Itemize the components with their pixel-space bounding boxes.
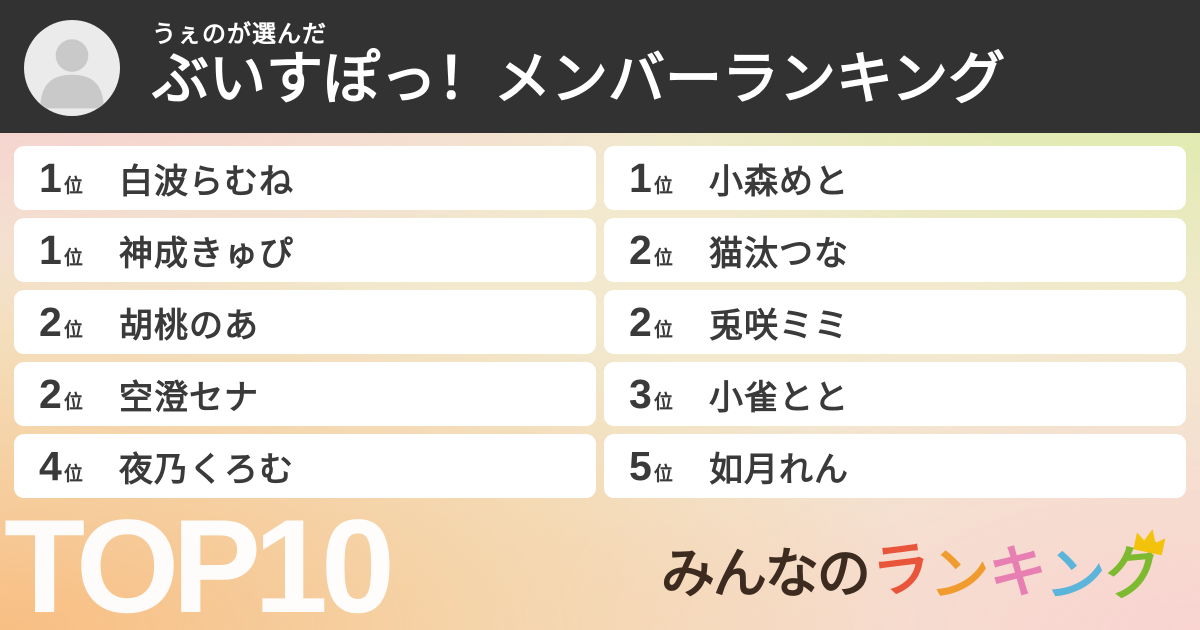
- rank-suffix: 位: [63, 463, 83, 485]
- avatar: [24, 19, 120, 116]
- rank-number: 2: [39, 298, 62, 345]
- rank-suffix: 位: [63, 391, 83, 413]
- logo-char: キ: [986, 537, 1048, 608]
- member-name: 小森めと: [709, 162, 849, 201]
- member-name: 夜乃くろむ: [119, 450, 294, 489]
- rank-number: 4: [39, 442, 62, 489]
- member-name: 神成きゅぴ: [119, 234, 294, 273]
- rank-suffix: 位: [653, 247, 673, 269]
- member-name: 胡桃のあ: [119, 306, 259, 345]
- header: うぇのが選んだ ぶいすぽっ！メンバーランキング: [0, 0, 1200, 133]
- rank-suffix: 位: [63, 247, 83, 269]
- logo-char: ン: [928, 541, 989, 610]
- rank-suffix: 位: [653, 391, 673, 413]
- logo-char: ン: [1043, 541, 1106, 612]
- rank-number: 5: [629, 442, 652, 489]
- rank-number: 1: [39, 154, 62, 201]
- rank-number: 2: [39, 370, 62, 417]
- member-name: 小雀とと: [709, 378, 849, 417]
- rank-suffix: 位: [653, 175, 673, 197]
- rank-suffix: 位: [63, 319, 83, 341]
- rank-suffix: 位: [63, 175, 83, 197]
- rank-suffix: 位: [653, 319, 673, 341]
- chooser-label: うぇのが選んだ: [152, 20, 327, 48]
- page-title: ぶいすぽっ！メンバーランキング: [152, 47, 1006, 112]
- top10-label: TOP10: [4, 493, 395, 630]
- rank-number: 2: [629, 226, 652, 273]
- logo-char: ラ: [868, 534, 933, 607]
- logo-prefix: みんなの: [660, 544, 871, 604]
- person-icon: [40, 38, 104, 108]
- minna-no-ranking-logo: みんなの ランキング: [660, 528, 1166, 612]
- member-name: 空澄セナ: [119, 378, 259, 417]
- member-name: 白波らむね: [119, 162, 294, 201]
- logo-colored-text: ランキング: [869, 528, 1166, 612]
- rank-number: 2: [629, 298, 652, 345]
- crown-icon: [1133, 528, 1166, 556]
- rank-number: 1: [629, 154, 652, 201]
- header-text: うぇのが選んだ ぶいすぽっ！メンバーランキング: [152, 21, 1005, 112]
- rank-suffix: 位: [653, 463, 673, 485]
- rank-number: 1: [39, 226, 62, 273]
- member-name: 猫汰つな: [709, 234, 849, 273]
- member-name: 如月れん: [709, 450, 849, 489]
- rank-number: 3: [629, 370, 652, 417]
- member-name: 兎咲ミミ: [709, 306, 849, 345]
